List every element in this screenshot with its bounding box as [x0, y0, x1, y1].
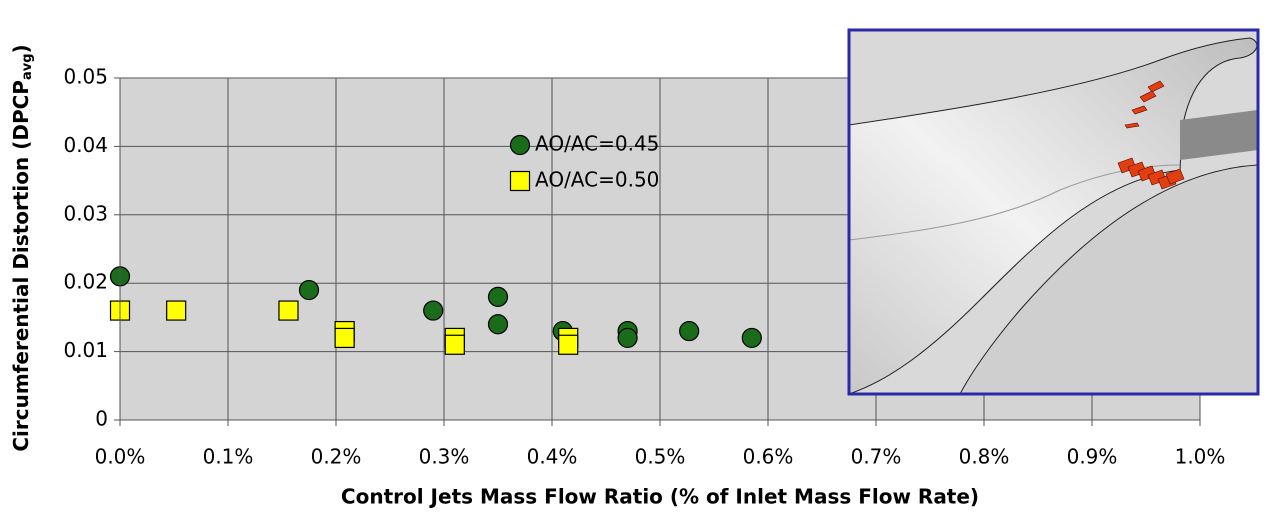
point [424, 301, 443, 320]
y-tick-label: 0.02 [63, 270, 108, 294]
y-axis-title: Circumferential Distortion (DPCPavg) [9, 44, 35, 451]
x-tick-label: 0.8% [959, 445, 1010, 469]
x-tick-label: 0.1% [203, 445, 254, 469]
point [300, 281, 319, 300]
x-tick-label: 0.7% [851, 445, 902, 469]
y-tick-label: 0 [95, 407, 108, 431]
y-axis-title-main: Circumferential Distortion (DPCP [9, 80, 33, 452]
inset-image [849, 30, 1258, 394]
x-tick-label: 0.0% [95, 445, 146, 469]
point [445, 335, 464, 354]
point [559, 335, 578, 354]
x-tick-label: 0.5% [635, 445, 686, 469]
x-tick-label: 0.4% [527, 445, 578, 469]
legend-label: AO/AC=0.50 [535, 168, 659, 192]
point [279, 301, 298, 320]
y-tick-label: 0.03 [63, 201, 108, 225]
y-axis-title-end: ) [9, 44, 33, 53]
point [335, 328, 354, 347]
legend-symbol [511, 172, 530, 191]
x-axis-title: Control Jets Mass Flow Ratio (% of Inlet… [341, 485, 979, 509]
x-tick-label: 0.9% [1067, 445, 1118, 469]
point [489, 287, 508, 306]
legend-symbol [511, 136, 530, 155]
point [167, 301, 186, 320]
x-tick-label: 0.3% [419, 445, 470, 469]
point [489, 315, 508, 334]
legend-label: AO/AC=0.45 [535, 132, 659, 156]
x-tick-label: 1.0% [1175, 445, 1226, 469]
y-tick-label: 0.05 [63, 65, 108, 89]
x-tick-label: 0.2% [311, 445, 362, 469]
y-tick-label: 0.04 [63, 133, 108, 157]
y-tick-label: 0.01 [63, 338, 108, 362]
chart: AO/AC=0.45 AO/AC=0.50 Control Jets Mass F… [0, 0, 1264, 517]
y-axis-title-sub: avg [20, 53, 35, 80]
x-tick-label: 0.6% [743, 445, 794, 469]
point [742, 328, 761, 347]
point [618, 328, 637, 347]
point [680, 322, 699, 341]
